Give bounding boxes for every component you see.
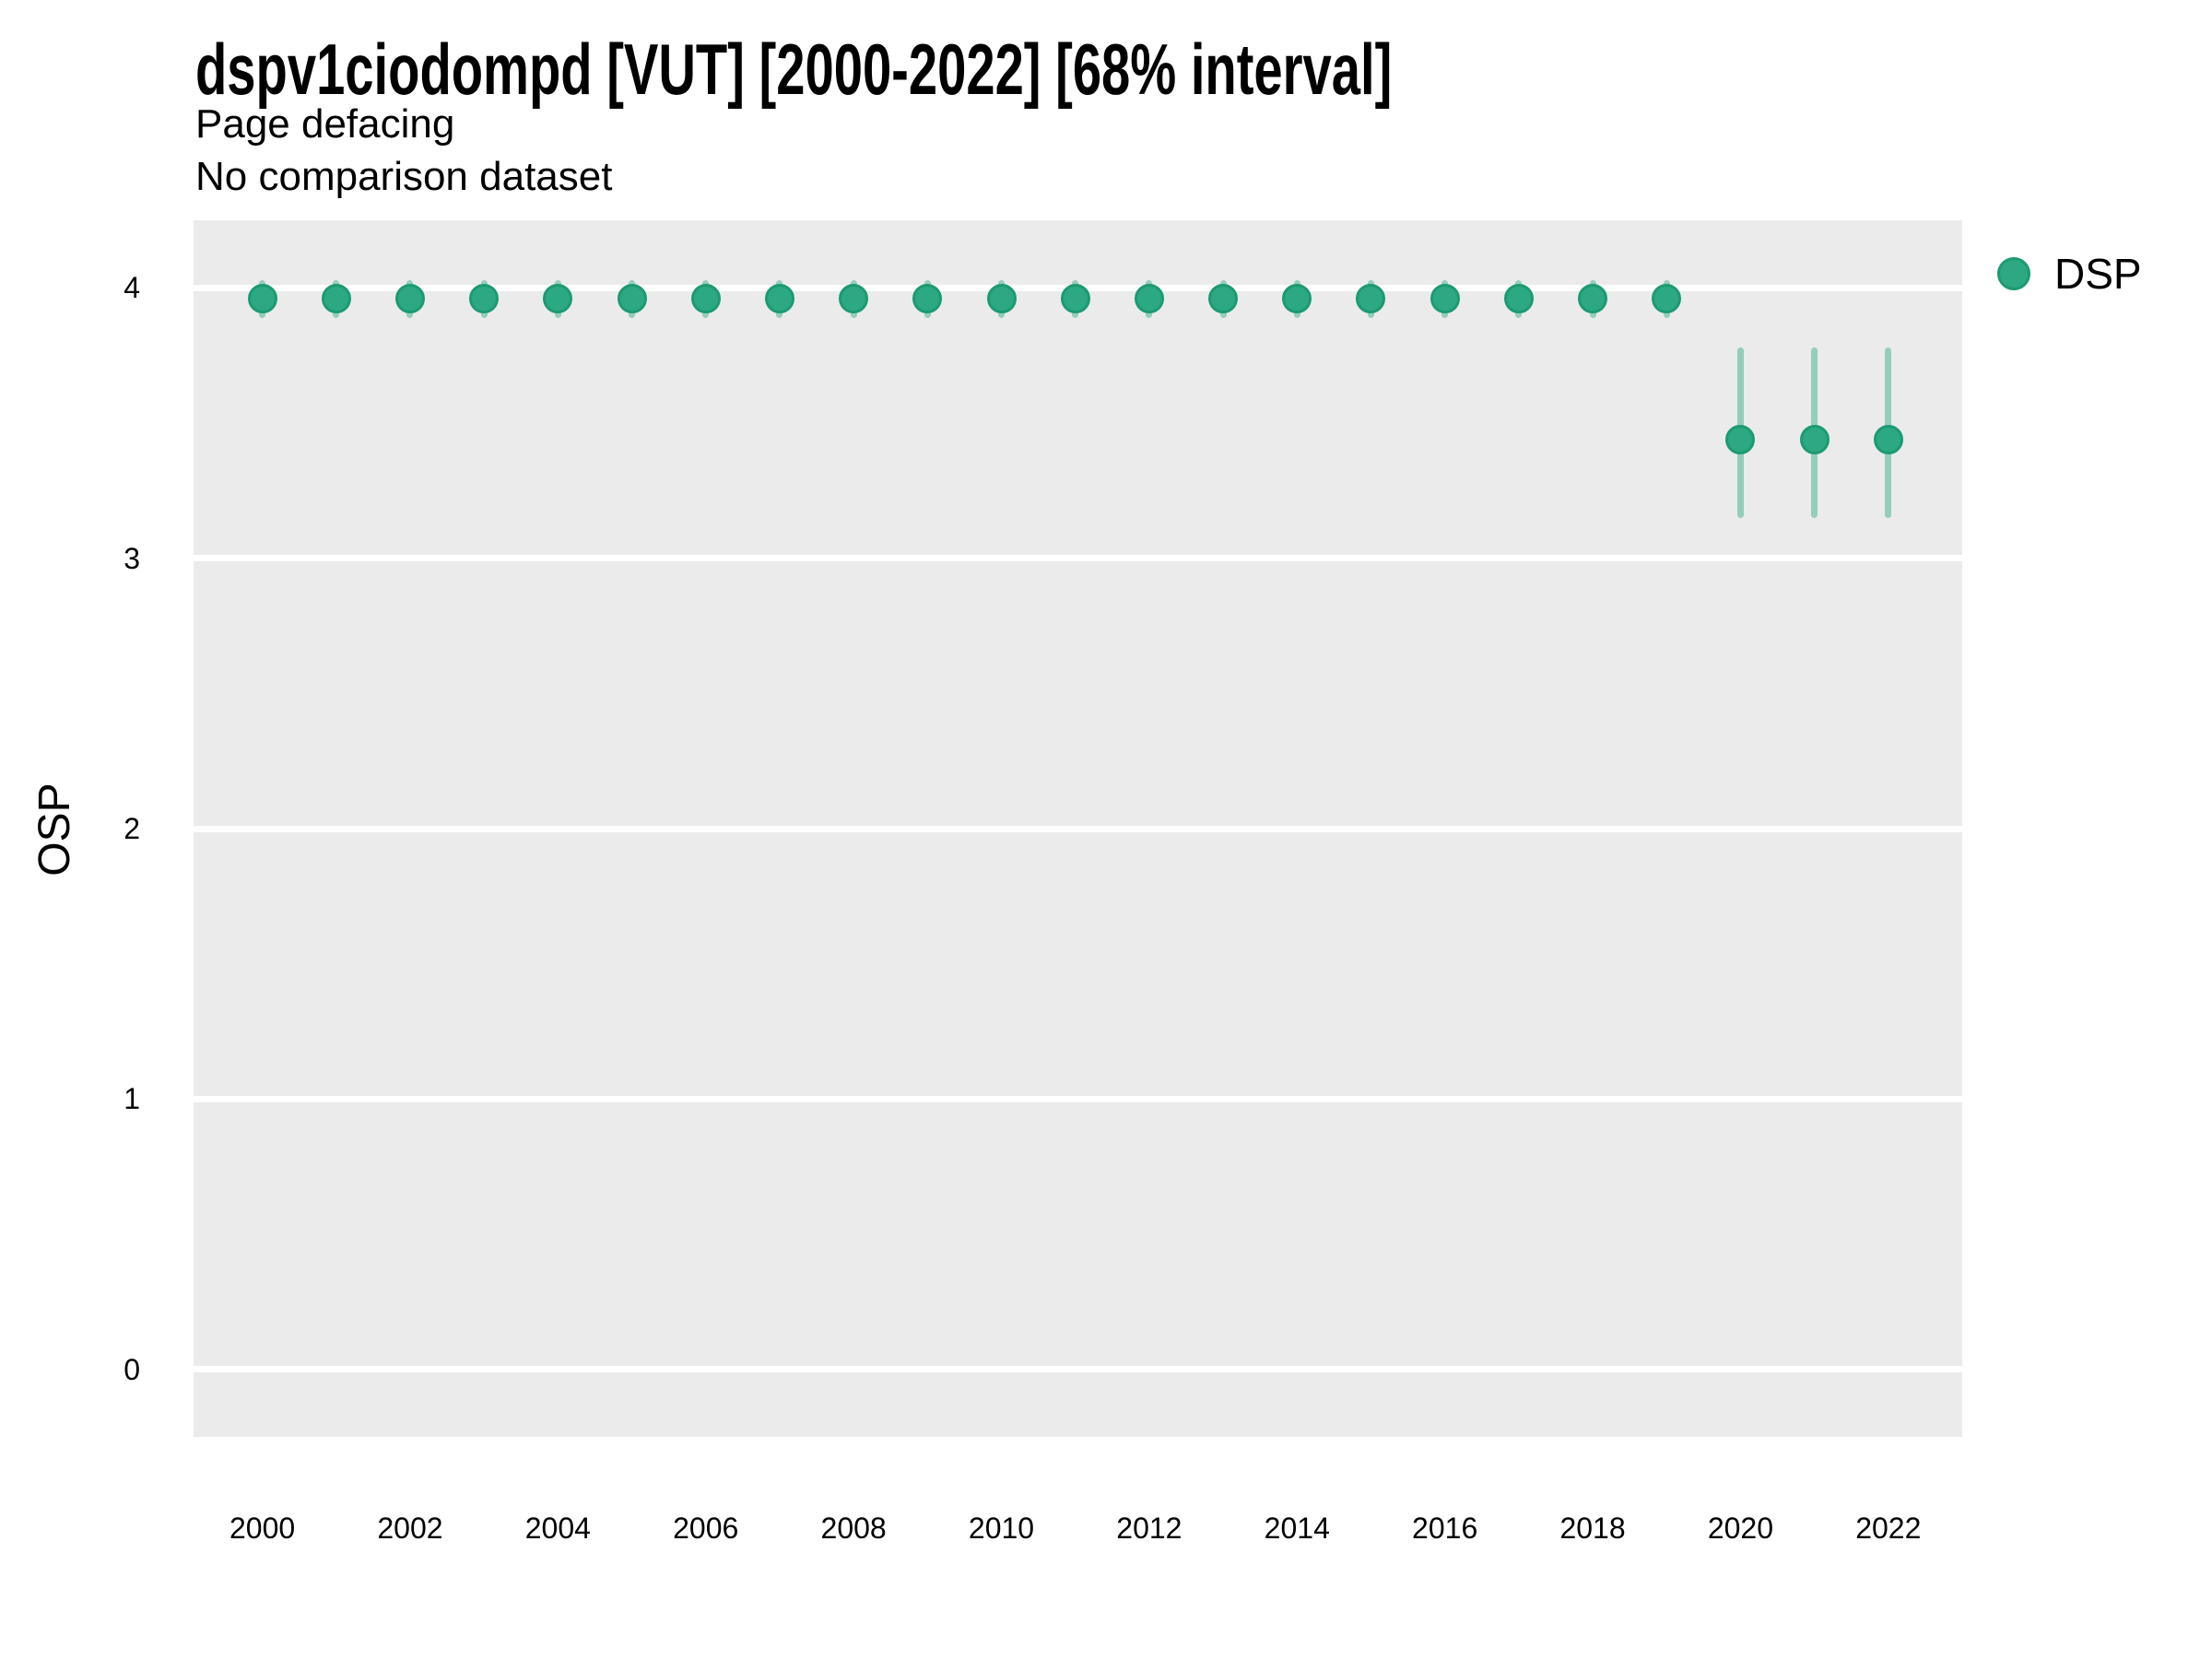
data-point: [321, 284, 351, 314]
data-point: [247, 284, 277, 314]
legend: DSP: [1997, 253, 2142, 295]
data-point: [1578, 284, 1608, 314]
data-point: [839, 284, 869, 314]
y-tick-label: 2: [124, 812, 140, 845]
data-point: [1430, 284, 1460, 314]
y-tick-label: 0: [124, 1352, 140, 1386]
y-tick-label: 4: [124, 271, 140, 305]
data-point: [1356, 284, 1386, 314]
data-point: [1725, 424, 1756, 454]
x-tick-label: 2008: [820, 1512, 887, 1545]
data-point: [1060, 284, 1090, 314]
data-point: [543, 284, 573, 314]
x-tick-label: 2006: [673, 1512, 739, 1545]
data-point: [1652, 284, 1682, 314]
chart-title: dspv1ciodompd [VUT] [2000-2022] [68% int…: [195, 29, 1393, 110]
major-gridline: [194, 1366, 1962, 1373]
x-tick-label: 2004: [524, 1512, 591, 1545]
data-point: [469, 284, 500, 314]
legend-label: DSP: [2054, 250, 2142, 298]
data-point: [1873, 424, 1903, 454]
major-gridline: [194, 1095, 1962, 1102]
x-tick-label: 2012: [1116, 1512, 1182, 1545]
major-gridline: [194, 555, 1962, 562]
y-tick-label: 3: [124, 541, 140, 575]
legend-key-circle-icon: [1997, 257, 2030, 290]
x-tick-label: 2020: [1707, 1512, 1774, 1545]
data-point: [1208, 284, 1239, 314]
x-tick-label: 2010: [968, 1512, 1035, 1545]
major-gridline: [194, 825, 1962, 832]
data-point: [912, 284, 943, 314]
data-point: [986, 284, 1017, 314]
data-point: [690, 284, 721, 314]
data-point: [1282, 284, 1312, 314]
x-tick-label: 2022: [1855, 1512, 1922, 1545]
data-point: [617, 284, 647, 314]
data-point: [764, 284, 794, 314]
data-point: [1134, 284, 1164, 314]
x-tick-label: 2002: [377, 1512, 443, 1545]
x-tick-label: 2018: [1559, 1512, 1626, 1545]
chart-subtitle: Page defacing: [195, 101, 455, 147]
data-point: [394, 284, 425, 314]
y-tick-label: 1: [124, 1082, 140, 1116]
data-point: [1799, 424, 1830, 454]
x-tick-label: 2000: [229, 1512, 296, 1545]
chart-note: No comparison dataset: [195, 154, 613, 199]
x-tick-label: 2014: [1264, 1512, 1330, 1545]
data-point: [1503, 284, 1534, 314]
x-tick-label: 2016: [1412, 1512, 1478, 1545]
